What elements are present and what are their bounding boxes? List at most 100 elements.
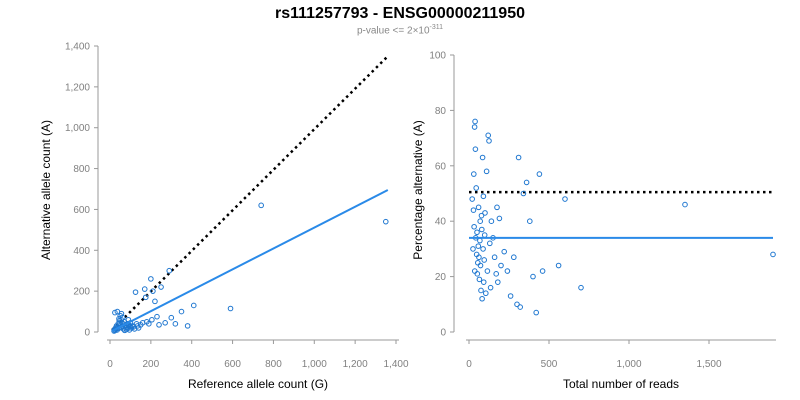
right-data-point [474, 271, 481, 277]
left-reference-line [111, 55, 389, 331]
left-data-point [132, 289, 139, 295]
right-y-tick-label: 0 [440, 328, 446, 339]
right-data-point [477, 262, 484, 269]
left-data-point [162, 320, 168, 326]
left-y-tick-label: 600 [73, 205, 90, 216]
right-data-point [496, 215, 503, 222]
chart-title: rs111257793 - ENSG00000211950 [274, 5, 525, 22]
left-data-point [148, 276, 154, 282]
right-data-point [478, 212, 485, 219]
right-data-point [475, 204, 482, 211]
right-y-tick-label: 40 [435, 217, 447, 228]
left-data-point [168, 314, 175, 321]
left-x-tick-label: 800 [265, 359, 282, 370]
right-data-point [483, 290, 489, 297]
right-data-point [487, 284, 494, 291]
left-x-tick-label: 1,400 [383, 359, 408, 370]
right-data-point [478, 287, 484, 294]
left-data-point [142, 294, 149, 301]
left-x-tick-label: 600 [224, 359, 241, 370]
left-y-tick-label: 200 [73, 287, 90, 298]
left-data-point [141, 286, 148, 292]
right-data-point [470, 246, 476, 252]
right-data-point [517, 304, 524, 310]
left-y-tick-label: 1,200 [65, 82, 90, 93]
left-y-tick-label: 1,000 [65, 123, 90, 134]
right-data-point [501, 248, 508, 255]
right-data-point [511, 254, 517, 261]
right-data-point [494, 204, 500, 211]
right-x-tick-label: 500 [541, 359, 558, 370]
right-data-point [482, 210, 488, 216]
left-y-tick-label: 800 [73, 164, 90, 175]
left-data-point [166, 267, 173, 274]
right-data-point [488, 218, 495, 224]
right-x-axis-title: Total number of reads [563, 377, 679, 391]
left-x-tick-label: 400 [183, 359, 200, 370]
right-data-point [479, 226, 485, 233]
right-data-point [562, 196, 568, 202]
right-y-tick-label: 20 [435, 272, 447, 283]
left-data-point [227, 305, 234, 312]
right-data-point [471, 124, 478, 130]
left-y-axis-title: Alternative allele count (A) [39, 120, 53, 260]
right-data-point [520, 190, 527, 197]
right-data-point [480, 279, 487, 285]
right-y-tick-label: 100 [429, 51, 446, 62]
right-data-point [770, 251, 776, 258]
right-y-tick-label: 80 [435, 106, 447, 117]
right-scatter-panel: 0 500 1,000 1,500 0 20 40 60 80 100 Total number o… [411, 51, 776, 391]
left-data-point [178, 308, 185, 315]
left-y-tick-label: 0 [84, 328, 90, 339]
left-fit-line [111, 189, 389, 332]
right-data-point [578, 284, 584, 291]
left-data-point [154, 313, 160, 320]
right-data-point [474, 229, 480, 236]
left-data-point [118, 310, 125, 317]
left-x-tick-label: 0 [107, 359, 113, 370]
right-data-point [471, 223, 477, 230]
right-x-tick-label: 0 [466, 359, 472, 370]
left-data-point [150, 288, 156, 294]
right-data-point [493, 271, 500, 277]
left-x-axis-title: Reference allele count (G) [188, 377, 328, 391]
right-data-point [471, 268, 478, 274]
right-data-point [471, 171, 477, 177]
right-data-point [527, 218, 533, 224]
subtitle-times: × [412, 25, 419, 37]
subtitle-prefix: p-value <= 2 [356, 25, 413, 37]
right-data-point [504, 268, 511, 274]
right-data-point [476, 254, 482, 261]
right-data-point [480, 193, 487, 200]
right-data-point [470, 207, 477, 213]
right-data-point [481, 232, 488, 238]
left-y-tick-label: 400 [73, 246, 90, 257]
right-data-point [523, 179, 530, 186]
left-data-point [127, 323, 133, 330]
right-data-point [536, 171, 543, 177]
left-data-point [158, 284, 164, 290]
right-data-point [480, 246, 486, 252]
left-x-tick-label: 200 [143, 359, 160, 370]
right-data-point [491, 254, 498, 261]
left-data-point [382, 218, 389, 225]
right-data-point [498, 262, 504, 269]
left-data-point [258, 202, 264, 209]
right-data-point [483, 168, 490, 175]
right-data-point [473, 185, 480, 191]
right-data-point [475, 243, 482, 249]
right-data-point [472, 146, 479, 152]
right-x-tick-label: 1,500 [696, 359, 721, 370]
right-data-point [514, 301, 520, 308]
left-data-point [152, 298, 158, 305]
left-data-point [156, 322, 162, 328]
right-data-point [472, 118, 478, 125]
left-data-point [190, 302, 197, 309]
left-scatter-panel: 0 200 400 600 800 1,000 1,200 1,400 0 200 400 600 80… [39, 42, 409, 392]
right-data-point [495, 279, 501, 285]
right-data-point [487, 240, 493, 247]
left-x-tick-label: 1,200 [343, 359, 368, 370]
right-data-point [477, 237, 483, 244]
